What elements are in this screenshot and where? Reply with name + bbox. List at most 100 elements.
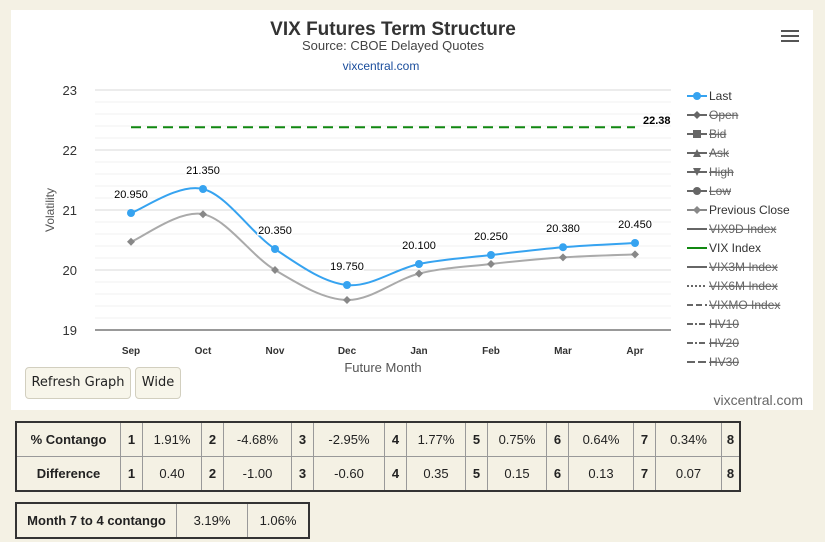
y-tick-label: 22 (63, 143, 77, 158)
last-point (415, 260, 423, 268)
legend-item-label[interactable]: HV20 (709, 336, 739, 350)
legend: Last Open Bid Ask High Low Previous Close VIX9D… (687, 89, 790, 369)
value-cell: 0.35 (406, 456, 466, 492)
month-index-cell: 7 (633, 421, 656, 457)
last-point (199, 185, 207, 193)
last-point (127, 209, 135, 217)
wide-button[interactable]: Wide (135, 367, 181, 399)
x-tick-label: Sep (122, 346, 140, 357)
month-index-cell: 3 (291, 456, 314, 492)
x-axis-title: Future Month (344, 360, 421, 375)
chart-subtitle: Source: CBOE Delayed Quotes (302, 38, 485, 53)
month-index-cell: 6 (546, 456, 569, 492)
x-tick-label: Feb (482, 346, 500, 357)
last-data-label: 20.250 (474, 231, 508, 243)
legend-triangle-down-icon (693, 168, 701, 176)
month-index-cell: 6 (546, 421, 569, 457)
last-data-label: 21.350 (186, 165, 220, 177)
legend-item-label[interactable]: VIX6M Index (709, 279, 778, 293)
credits-link[interactable]: vixcentral.com (713, 392, 803, 408)
x-tick-label: Apr (626, 346, 643, 357)
month-index-cell: 2 (201, 421, 224, 457)
month-index-cell: 5 (465, 456, 488, 492)
legend-item-label[interactable]: Last (709, 89, 732, 103)
series-layer: 22.38 20.950 21.350 20.350 19.750 20.100 20.25… (113, 115, 671, 304)
legend-item-label[interactable]: HV30 (709, 355, 739, 369)
legend-item-label[interactable]: Previous Close (709, 203, 790, 217)
value-cell: 0.64% (568, 421, 634, 457)
value-cell: -0.60 (313, 456, 385, 492)
value-cell: 0.15 (487, 456, 547, 492)
previous-close-point (271, 266, 279, 274)
previous-close-point (559, 253, 567, 262)
x-tick-label: Nov (266, 346, 285, 357)
chart-menu-icon[interactable] (781, 27, 799, 43)
y-axis-title: Volatility (43, 188, 57, 232)
month-index-cell: 4 (384, 456, 407, 492)
last-data-label: 20.380 (546, 223, 580, 235)
legend-item-label[interactable]: VIX9D Index (709, 222, 776, 236)
refresh-graph-button[interactable]: Refresh Graph (25, 367, 131, 399)
value-cell: -2.95% (313, 421, 385, 457)
axes: 19 20 21 22 23 Sep Oct Nov Dec Jan Feb Mar Apr Future… (43, 83, 671, 375)
spread-value-2: 1.06% (247, 502, 310, 539)
legend-triangle-icon (693, 149, 701, 157)
row-label: % Contango (15, 421, 121, 457)
chart-panel: VIX Futures Term Structure Source: CBOE … (11, 10, 813, 410)
month-index-cell: 2 (201, 456, 224, 492)
last-data-label: 20.450 (618, 219, 652, 231)
legend-item-label[interactable]: High (709, 165, 734, 179)
month-index-cell: 8 (721, 456, 741, 492)
x-tick-label: Mar (554, 346, 572, 357)
previous-close-point (415, 269, 423, 278)
table-row: % Contango 1 1.91% 2 -4.68% 3 -2.95% 4 1.77% 5 0.7… (15, 421, 741, 457)
legend-item-label[interactable]: Ask (709, 146, 730, 160)
value-cell: 1.91% (142, 421, 202, 457)
previous-close-point (631, 250, 639, 259)
month-index-cell: 3 (291, 421, 314, 457)
table-row: Difference 1 0.40 2 -1.00 3 -0.60 4 0.35 5 0.15 6 0.… (15, 456, 741, 492)
month-index-cell: 1 (120, 456, 143, 492)
month-index-cell: 8 (721, 421, 741, 457)
value-cell: 0.07 (655, 456, 722, 492)
grid-lines (95, 89, 671, 331)
legend-circle-icon (693, 92, 701, 100)
y-tick-label: 19 (63, 323, 77, 338)
last-line (130, 187, 636, 287)
month-spread-table: Month 7 to 4 contango 3.19% 1.06% (15, 502, 310, 539)
previous-close-point (127, 237, 135, 246)
x-tick-label: Jan (410, 346, 427, 357)
last-data-label: 19.750 (330, 261, 364, 273)
last-point (487, 251, 495, 259)
value-cell: 0.75% (487, 421, 547, 457)
table-row: Month 7 to 4 contango 3.19% 1.06% (15, 502, 310, 539)
month-index-cell: 7 (633, 456, 656, 492)
last-point (343, 281, 351, 289)
legend-item-label[interactable]: Low (709, 184, 731, 198)
previous-close-point (343, 296, 351, 304)
legend-item-label[interactable]: VIX Index (709, 241, 761, 255)
legend-item-label[interactable]: HV10 (709, 317, 739, 331)
month-index-cell: 5 (465, 421, 488, 457)
x-tick-label: Dec (338, 346, 357, 357)
last-point (271, 245, 279, 253)
last-point (559, 243, 567, 252)
x-tick-label: Oct (195, 346, 212, 357)
value-cell: 1.77% (406, 421, 466, 457)
previous-close-point (199, 210, 207, 219)
legend-item-label[interactable]: Bid (709, 127, 726, 141)
month-index-cell: 4 (384, 421, 407, 457)
legend-item-label[interactable]: VIXMO Index (709, 298, 780, 312)
legend-item-label[interactable]: Open (709, 108, 738, 122)
value-cell: 0.40 (142, 456, 202, 492)
value-cell: -1.00 (223, 456, 292, 492)
vix-index-value-label: 22.38 (643, 115, 671, 127)
last-data-label: 20.350 (258, 225, 292, 237)
spread-label: Month 7 to 4 contango (15, 502, 177, 539)
legend-item-label[interactable]: VIX3M Index (709, 260, 778, 274)
last-data-label: 20.950 (114, 189, 148, 201)
value-cell: 0.34% (655, 421, 722, 457)
y-tick-label: 20 (63, 263, 77, 278)
source-link[interactable]: vixcentral.com (343, 59, 420, 73)
legend-diamond-icon (693, 206, 701, 214)
